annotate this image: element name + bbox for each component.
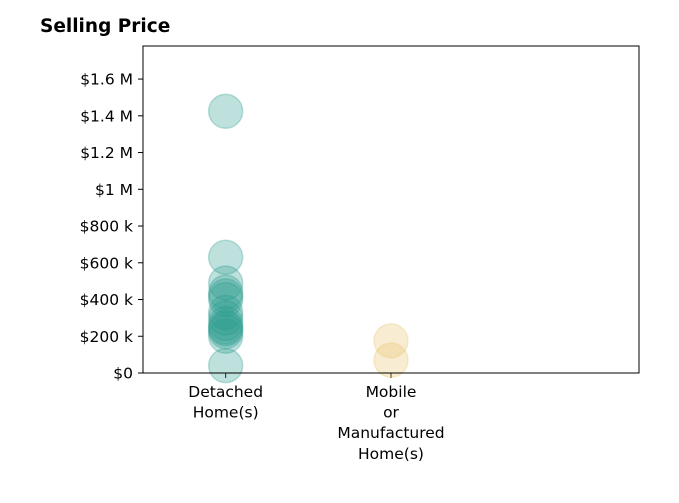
y-tick-label: $800 k	[80, 218, 133, 236]
y-tick-label: $1.6 M	[80, 71, 133, 89]
data-point	[207, 313, 244, 350]
x-tick-label-line: Manufactured	[337, 424, 444, 442]
data-point	[207, 239, 244, 276]
points-layer	[207, 93, 409, 384]
y-tick-label: $1.2 M	[80, 144, 133, 162]
plot-frame	[142, 45, 640, 374]
data-point	[207, 294, 244, 331]
data-point	[207, 274, 244, 310]
y-tick-label: $600 k	[80, 254, 133, 272]
x-tick-label-line: Detached	[188, 383, 263, 401]
x-tick-label-line: or	[383, 404, 399, 422]
x-tick-label: Mobile or Manufactured Home(s)	[337, 383, 444, 463]
y-tick-label: $1 M	[95, 181, 133, 199]
chart-title: Selling Price	[40, 16, 171, 37]
data-point	[207, 265, 244, 301]
x-tick-label-line: Home(s)	[358, 445, 424, 463]
data-point	[207, 278, 244, 314]
y-tick-label: $200 k	[80, 328, 133, 346]
data-point	[207, 318, 244, 355]
data-point	[373, 342, 409, 378]
y-tick-label: $400 k	[80, 291, 133, 309]
data-point	[207, 347, 244, 384]
x-tick-label-line: Home(s)	[193, 404, 259, 422]
x-axis: Detached Home(s) Mobile or Manufactured Home(…	[188, 373, 445, 463]
x-tick-label-line: Mobile	[366, 383, 417, 401]
data-point	[207, 309, 244, 345]
y-tick-label: $0	[113, 365, 133, 383]
data-point	[207, 281, 244, 318]
data-point	[207, 305, 244, 342]
x-tick-label: Detached Home(s)	[188, 383, 263, 422]
data-point	[373, 323, 409, 359]
y-axis: $0 $200 k $400 k $600 k $800 k $1 M $1.2 M $1.4…	[80, 71, 143, 383]
data-point	[207, 311, 244, 347]
data-point	[207, 93, 244, 129]
data-point	[207, 300, 244, 336]
y-tick-label: $1.4 M	[80, 107, 133, 125]
